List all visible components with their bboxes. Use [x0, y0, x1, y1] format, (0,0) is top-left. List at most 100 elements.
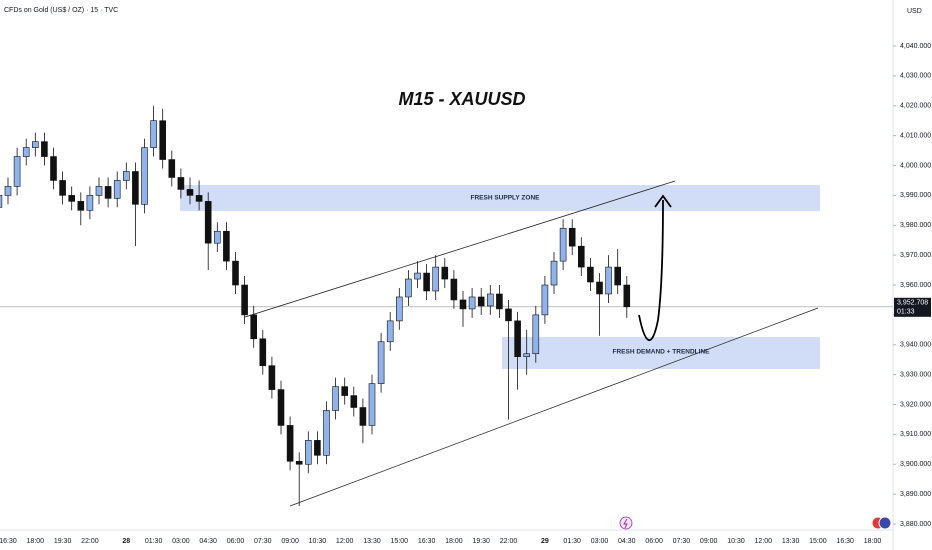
- x-tick-label: 22:00: [500, 538, 518, 545]
- unit-box: [898, 4, 928, 18]
- x-tick-label: 16:30: [0, 538, 17, 545]
- candle-body: [323, 410, 330, 456]
- candle-body: [614, 266, 622, 286]
- candle-body: [605, 266, 612, 295]
- candle-body: [77, 201, 85, 211]
- candle-body: [468, 296, 476, 310]
- x-tick-label: 18:00: [864, 538, 882, 545]
- x-tick-label: 06:00: [645, 538, 663, 545]
- x-tick-label: 10:30: [309, 538, 327, 545]
- candle-body: [41, 141, 48, 157]
- candle-body: [204, 201, 212, 244]
- x-tick-label: 16:30: [418, 538, 436, 545]
- y-tick-label: 3,940.000: [900, 342, 931, 349]
- arrow-head: [654, 194, 672, 208]
- candle-body: [386, 320, 394, 343]
- candle-body: [86, 195, 94, 211]
- candle-body: [22, 147, 30, 157]
- candle-body: [223, 230, 230, 262]
- candle-body: [441, 266, 449, 280]
- price-label-box: [894, 297, 931, 317]
- candle-body: [150, 120, 157, 148]
- candle-body: [459, 299, 467, 310]
- y-tick-label: 3,900.000: [900, 461, 931, 468]
- candle-body: [550, 260, 558, 286]
- candle-body: [623, 284, 631, 308]
- candle-body: [13, 156, 21, 187]
- price-label: 3,952.708: [897, 300, 928, 307]
- x-tick-label: 03:00: [172, 538, 190, 545]
- x-tick-label: 18:00: [445, 538, 463, 545]
- candle-body: [0, 195, 3, 208]
- candle-body: [368, 383, 376, 426]
- candle-body: [68, 195, 75, 202]
- candle-body: [596, 281, 603, 295]
- candle-body: [241, 284, 248, 316]
- x-tick-label: 12:00: [755, 538, 773, 545]
- y-tick-label: 3,970.000: [900, 252, 931, 259]
- projection-arrow: [638, 199, 664, 342]
- plot: [0, 105, 893, 507]
- axis-unit: USD: [907, 8, 922, 15]
- y-tick-label: 3,930.000: [900, 371, 931, 378]
- candle-body: [268, 365, 276, 390]
- x-tick-label: 07:30: [673, 538, 691, 545]
- y-tick-label: 4,040.000: [900, 43, 931, 50]
- x-tick-label: 19:30: [472, 538, 490, 545]
- candle-body: [523, 353, 531, 358]
- candle-body: [186, 189, 194, 196]
- candle-body: [141, 147, 148, 205]
- x-tick-label: 09:00: [700, 538, 718, 545]
- candle-body: [250, 314, 257, 340]
- candle-body: [405, 278, 412, 298]
- symbol-header: CFDs on Gold (US$ / OZ) · 15 · TVC: [4, 7, 118, 14]
- candle-body: [4, 186, 12, 196]
- y-tick-label: 3,880.000: [900, 521, 931, 528]
- candle-body: [304, 440, 312, 465]
- candle-body: [277, 389, 285, 426]
- x-tick-label: 22:00: [81, 538, 99, 545]
- event-icon[interactable]: [619, 516, 633, 530]
- candle-body: [341, 386, 349, 396]
- candle-body: [195, 195, 203, 202]
- flag-icon[interactable]: [878, 516, 892, 530]
- candle-body: [177, 177, 185, 190]
- candle-body: [568, 227, 576, 247]
- candle-body: [295, 460, 303, 465]
- candle-body: [95, 186, 103, 196]
- y-tick-label: 3,890.000: [900, 491, 931, 498]
- x-tick-label: 10:30: [727, 538, 745, 545]
- x-tick-label: 03:00: [591, 538, 609, 545]
- x-tick-label: 06:00: [227, 538, 245, 545]
- candle-body: [496, 293, 503, 310]
- countdown: 01:33: [897, 309, 915, 316]
- x-tick-label: 01:30: [145, 538, 163, 545]
- x-tick-label: 16:30: [836, 538, 854, 545]
- candle-body: [559, 227, 567, 262]
- candle-body: [395, 296, 403, 322]
- candle-body: [577, 245, 585, 268]
- x-tick-label: 09:00: [281, 538, 299, 545]
- x-tick-label: 28: [122, 538, 130, 545]
- trendline-lower: [289, 307, 819, 507]
- x-tick-label: 19:30: [54, 538, 72, 545]
- candle-body: [259, 338, 267, 366]
- y-tick-label: 4,020.000: [900, 103, 931, 110]
- candle-body: [514, 320, 521, 358]
- x-tick-label: 01:30: [563, 538, 581, 545]
- candle-body: [541, 284, 549, 316]
- chart-title: M15 - XAUUSD: [398, 89, 525, 109]
- candle-body: [132, 171, 139, 205]
- zone-label: FRESH SUPPLY ZONE: [471, 195, 541, 202]
- candle-body: [423, 272, 430, 292]
- candle-body: [332, 386, 339, 411]
- x-tick-label: 07:30: [254, 538, 272, 545]
- x-tick-label: 15:00: [809, 538, 827, 545]
- y-tick-label: 3,910.000: [900, 431, 931, 438]
- candle-body: [532, 314, 540, 355]
- candle-body: [350, 395, 358, 408]
- x-tick-label: 13:30: [363, 538, 381, 545]
